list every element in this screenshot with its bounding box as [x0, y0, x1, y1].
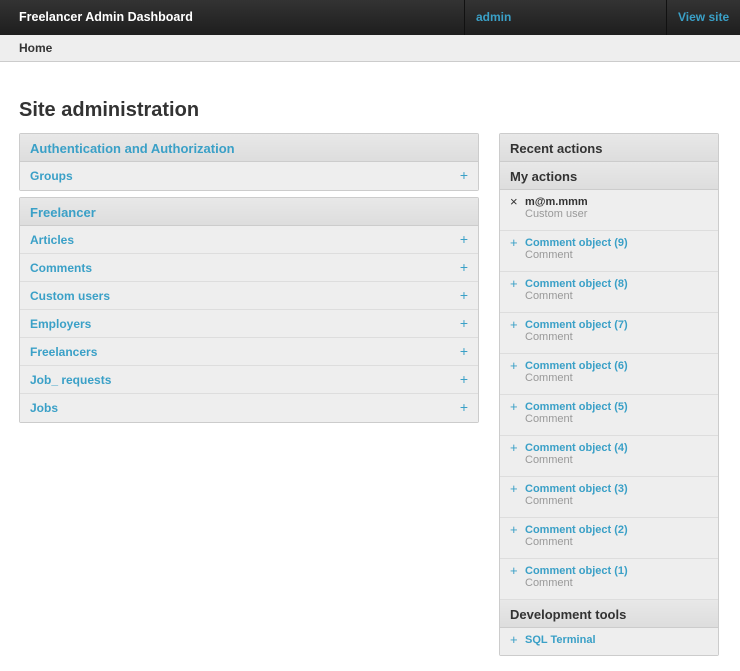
action-object-type: Comment: [525, 577, 573, 589]
action-object-link: m@m.mmm: [525, 196, 588, 208]
action-object-type: Comment: [525, 413, 573, 425]
add-icon: +: [510, 632, 518, 647]
app-heading[interactable]: Freelancer: [20, 198, 478, 226]
action-object-type: Comment: [525, 372, 573, 384]
model-link[interactable]: Jobs: [30, 401, 59, 415]
breadcrumb-home[interactable]: Home: [19, 41, 53, 55]
model-link[interactable]: Employers: [30, 317, 92, 331]
page-title: Site administration: [19, 99, 200, 121]
my-actions-heading: My actions: [500, 162, 718, 190]
action-object-link[interactable]: Comment object (5): [525, 401, 628, 413]
app-heading[interactable]: Authentication and Authorization: [20, 134, 478, 162]
recent-action-item: × m@m.mmm Custom user: [500, 190, 718, 231]
add-icon: +: [510, 563, 518, 578]
add-icon: +: [510, 481, 518, 496]
model-link[interactable]: Articles: [30, 233, 75, 247]
recent-action-item: + Comment object (7) Comment: [500, 313, 718, 354]
action-object-type: Comment: [525, 290, 573, 302]
dev-tool-link[interactable]: SQL Terminal: [525, 634, 596, 646]
action-object-type: Comment: [525, 495, 573, 507]
add-icon: +: [510, 235, 518, 250]
action-object-type: Comment: [525, 331, 573, 343]
model-row: Groups +: [20, 162, 478, 190]
model-row: Jobs +: [20, 394, 478, 422]
top-bar: Freelancer Admin Dashboard admin View si…: [0, 0, 740, 35]
recent-action-item: + Comment object (5) Comment: [500, 395, 718, 436]
add-icon[interactable]: +: [459, 371, 468, 387]
action-object-type: Custom user: [525, 208, 588, 220]
add-icon[interactable]: +: [459, 343, 468, 359]
add-icon[interactable]: +: [459, 259, 468, 275]
view-site-link[interactable]: View site: [666, 0, 740, 35]
action-object-link[interactable]: Comment object (3): [525, 483, 628, 495]
dev-tools-heading: Development tools: [500, 600, 718, 628]
app-module: Freelancer Articles + Comments + Custom users…: [19, 197, 479, 423]
action-object-type: Comment: [525, 536, 573, 548]
app-list: Authentication and Authorization Groups + F…: [19, 133, 479, 429]
model-row: Employers +: [20, 310, 478, 338]
action-object-link[interactable]: Comment object (1): [525, 565, 628, 577]
recent-action-item: + Comment object (1) Comment: [500, 559, 718, 600]
recent-action-item: + Comment object (3) Comment: [500, 477, 718, 518]
recent-action-item: + Comment object (4) Comment: [500, 436, 718, 477]
delete-icon: ×: [510, 194, 518, 209]
action-object-link[interactable]: Comment object (2): [525, 524, 628, 536]
site-title: Freelancer Admin Dashboard: [19, 10, 193, 24]
action-object-link[interactable]: Comment object (7): [525, 319, 628, 331]
user-menu[interactable]: admin: [464, 0, 666, 35]
recent-actions-heading: Recent actions: [500, 134, 718, 162]
model-row: Articles +: [20, 226, 478, 254]
model-link[interactable]: Custom users: [30, 289, 111, 303]
action-object-type: Comment: [525, 249, 573, 261]
recent-action-item: + Comment object (9) Comment: [500, 231, 718, 272]
add-icon[interactable]: +: [459, 399, 468, 415]
model-link[interactable]: Comments: [30, 261, 93, 275]
dev-tool-item: + SQL Terminal: [500, 628, 718, 655]
add-icon[interactable]: +: [459, 315, 468, 331]
breadcrumb: Home: [0, 35, 740, 62]
model-row: Job_ requests +: [20, 366, 478, 394]
add-icon: +: [510, 440, 518, 455]
action-object-link[interactable]: Comment object (6): [525, 360, 628, 372]
model-link[interactable]: Groups: [30, 169, 73, 183]
recent-action-item: + Comment object (8) Comment: [500, 272, 718, 313]
model-row: Comments +: [20, 254, 478, 282]
recent-action-item: + Comment object (6) Comment: [500, 354, 718, 395]
add-icon[interactable]: +: [459, 167, 468, 183]
model-link[interactable]: Job_ requests: [30, 373, 112, 387]
add-icon: +: [510, 276, 518, 291]
action-object-link[interactable]: Comment object (9): [525, 237, 628, 249]
recent-action-item: + Comment object (2) Comment: [500, 518, 718, 559]
add-icon[interactable]: +: [459, 287, 468, 303]
add-icon: +: [510, 317, 518, 332]
app-module: Authentication and Authorization Groups +: [19, 133, 479, 191]
add-icon: +: [510, 358, 518, 373]
action-object-link[interactable]: Comment object (8): [525, 278, 628, 290]
model-row: Custom users +: [20, 282, 478, 310]
model-row: Freelancers +: [20, 338, 478, 366]
model-link[interactable]: Freelancers: [30, 345, 98, 359]
action-object-type: Comment: [525, 454, 573, 466]
add-icon[interactable]: +: [459, 231, 468, 247]
add-icon: +: [510, 399, 518, 414]
action-object-link[interactable]: Comment object (4): [525, 442, 628, 454]
add-icon: +: [510, 522, 518, 537]
recent-actions-panel: Recent actions My actions × m@m.mmm Custom…: [499, 133, 719, 662]
